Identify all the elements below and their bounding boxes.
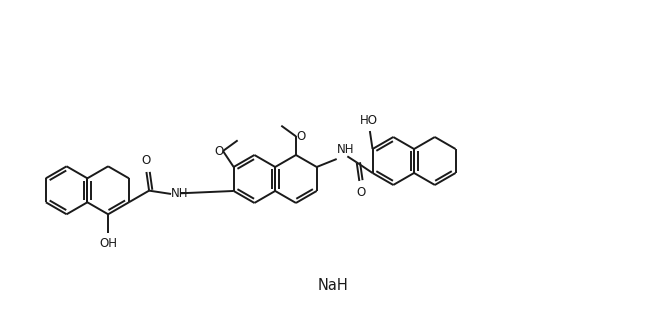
Text: HO: HO <box>360 114 378 127</box>
Text: O: O <box>214 144 224 158</box>
Text: NH: NH <box>171 187 188 200</box>
Text: NaH: NaH <box>318 278 348 293</box>
Text: NH: NH <box>338 143 355 156</box>
Text: O: O <box>356 186 365 199</box>
Text: OH: OH <box>99 237 117 250</box>
Text: O: O <box>141 154 151 167</box>
Text: O: O <box>296 130 306 143</box>
